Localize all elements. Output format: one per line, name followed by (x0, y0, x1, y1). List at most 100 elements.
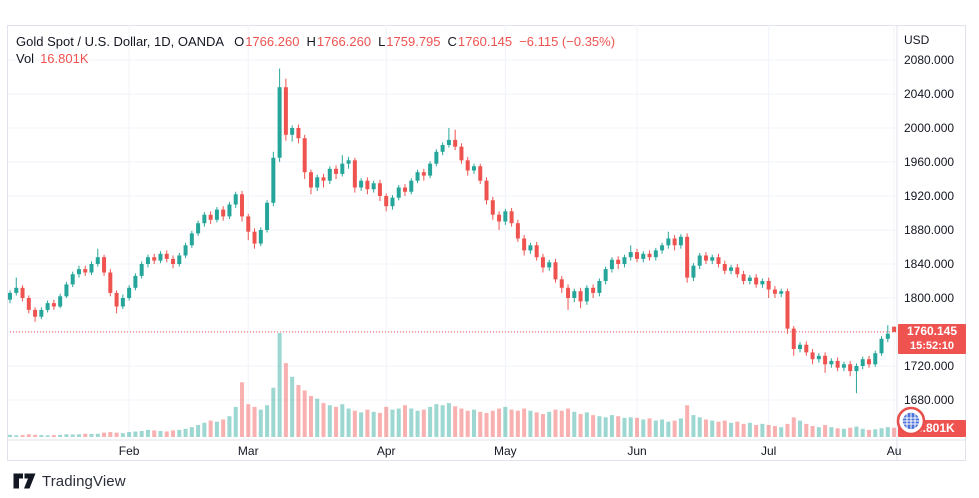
time-tick-label: Jul (760, 444, 777, 458)
volume-bar (252, 406, 257, 437)
volume-bar (346, 408, 351, 437)
volume-bar (722, 420, 727, 437)
candle-body (528, 245, 533, 251)
candle-body (829, 360, 834, 365)
candle-body (390, 197, 395, 207)
candle-body (152, 257, 157, 261)
last-price-value: 1760.145 (906, 324, 958, 338)
volume-bar (747, 422, 752, 437)
volume-bar (45, 435, 50, 437)
time-tick-label: Mar (237, 444, 259, 458)
candle-body (459, 146, 464, 161)
volume-bar (227, 416, 232, 437)
candle-body (503, 211, 508, 222)
candle-body (352, 160, 357, 188)
chart-legend: Gold Spot / U.S. Dollar, 1D, OANDA O 176… (16, 34, 615, 67)
time-axis[interactable]: Feb Mar Apr May Jun Jul Au (8, 441, 966, 461)
candle-body (14, 287, 19, 293)
volume-bar (547, 411, 552, 437)
volume-bar (308, 395, 313, 437)
volume-bar (39, 435, 44, 437)
volume-bar (816, 427, 821, 437)
volume-bar (296, 385, 301, 437)
volume-bar (835, 428, 840, 437)
volume-bar (691, 415, 696, 437)
candle-body (302, 138, 307, 173)
volume-bar (860, 428, 865, 437)
candle-body (20, 287, 25, 298)
candle-body (334, 168, 339, 174)
volume-bar (866, 429, 871, 437)
price-tick-label: 2000.000 (904, 121, 955, 135)
time-tick-label: Feb (118, 444, 140, 458)
volume-bar (829, 427, 834, 437)
candle-body (221, 209, 226, 217)
time-tick-label: Apr (376, 444, 396, 458)
candle-body (58, 296, 63, 307)
volume-bar (177, 429, 182, 437)
volume-bar (371, 411, 376, 437)
volume-bar (471, 409, 476, 437)
candle-body (760, 281, 765, 285)
volume-bar (58, 434, 63, 437)
volume-bar (221, 419, 226, 437)
candle-body (622, 257, 627, 264)
volume-bar (885, 427, 890, 437)
candle-body (490, 200, 495, 215)
candle-body (478, 166, 483, 181)
candle-body (227, 204, 232, 217)
price-axis[interactable]: USD 2080.000 2040.000 2000.000 1960.000 1920… (898, 25, 966, 440)
globe-icon[interactable] (896, 406, 926, 436)
candle-body (202, 214, 207, 224)
volume-bar (729, 422, 734, 437)
candle-body (672, 238, 677, 246)
candle-body (754, 277, 759, 285)
candle-body (70, 274, 75, 285)
tradingview-logo-icon[interactable] (13, 473, 36, 489)
candle-body (315, 177, 320, 188)
volume-bar (428, 406, 433, 437)
last-price-badge: 1760.145 15:52:10 (898, 324, 966, 354)
candle-body (33, 309, 38, 317)
candle-body (854, 366, 859, 372)
volume-bar (616, 416, 621, 437)
volume-bar (334, 406, 339, 437)
volume-bar (528, 410, 533, 437)
volume-bar (678, 418, 683, 437)
candle-body (371, 183, 376, 190)
candle-body (127, 287, 132, 298)
candle-body (547, 262, 552, 268)
candle-body (133, 275, 138, 288)
candle-body (522, 238, 527, 251)
volume-bar (591, 415, 596, 437)
candle-body (578, 291, 583, 302)
volume-bar (603, 417, 608, 437)
candle-body (616, 259, 621, 264)
volume-bar (95, 433, 100, 437)
volume-bar (127, 432, 132, 437)
volume-bar (183, 428, 188, 437)
volume-bar (89, 433, 94, 437)
volume-bar (622, 417, 627, 437)
tradingview-brand-text[interactable]: TradingView (42, 472, 126, 490)
candle-body (660, 245, 665, 251)
candle-body (290, 128, 295, 135)
volume-bar (672, 420, 677, 437)
candle-body (8, 292, 12, 300)
candle-body (108, 272, 113, 293)
symbol-title[interactable]: Gold Spot / U.S. Dollar, 1D, OANDA (16, 34, 225, 49)
candle-body (321, 177, 326, 181)
candle-body (641, 253, 646, 259)
candle-body (258, 230, 263, 244)
candle-body (283, 87, 288, 135)
price-tick-label: 1720.000 (904, 359, 955, 373)
volume-bar (515, 410, 520, 437)
volume-bar (697, 417, 702, 437)
volume-bar (139, 430, 144, 437)
volume-bar (785, 423, 790, 437)
price-tick-label: 1960.000 (904, 155, 955, 169)
volume-bar (716, 421, 721, 437)
volume-bar (522, 408, 527, 437)
candle-body (208, 214, 213, 220)
